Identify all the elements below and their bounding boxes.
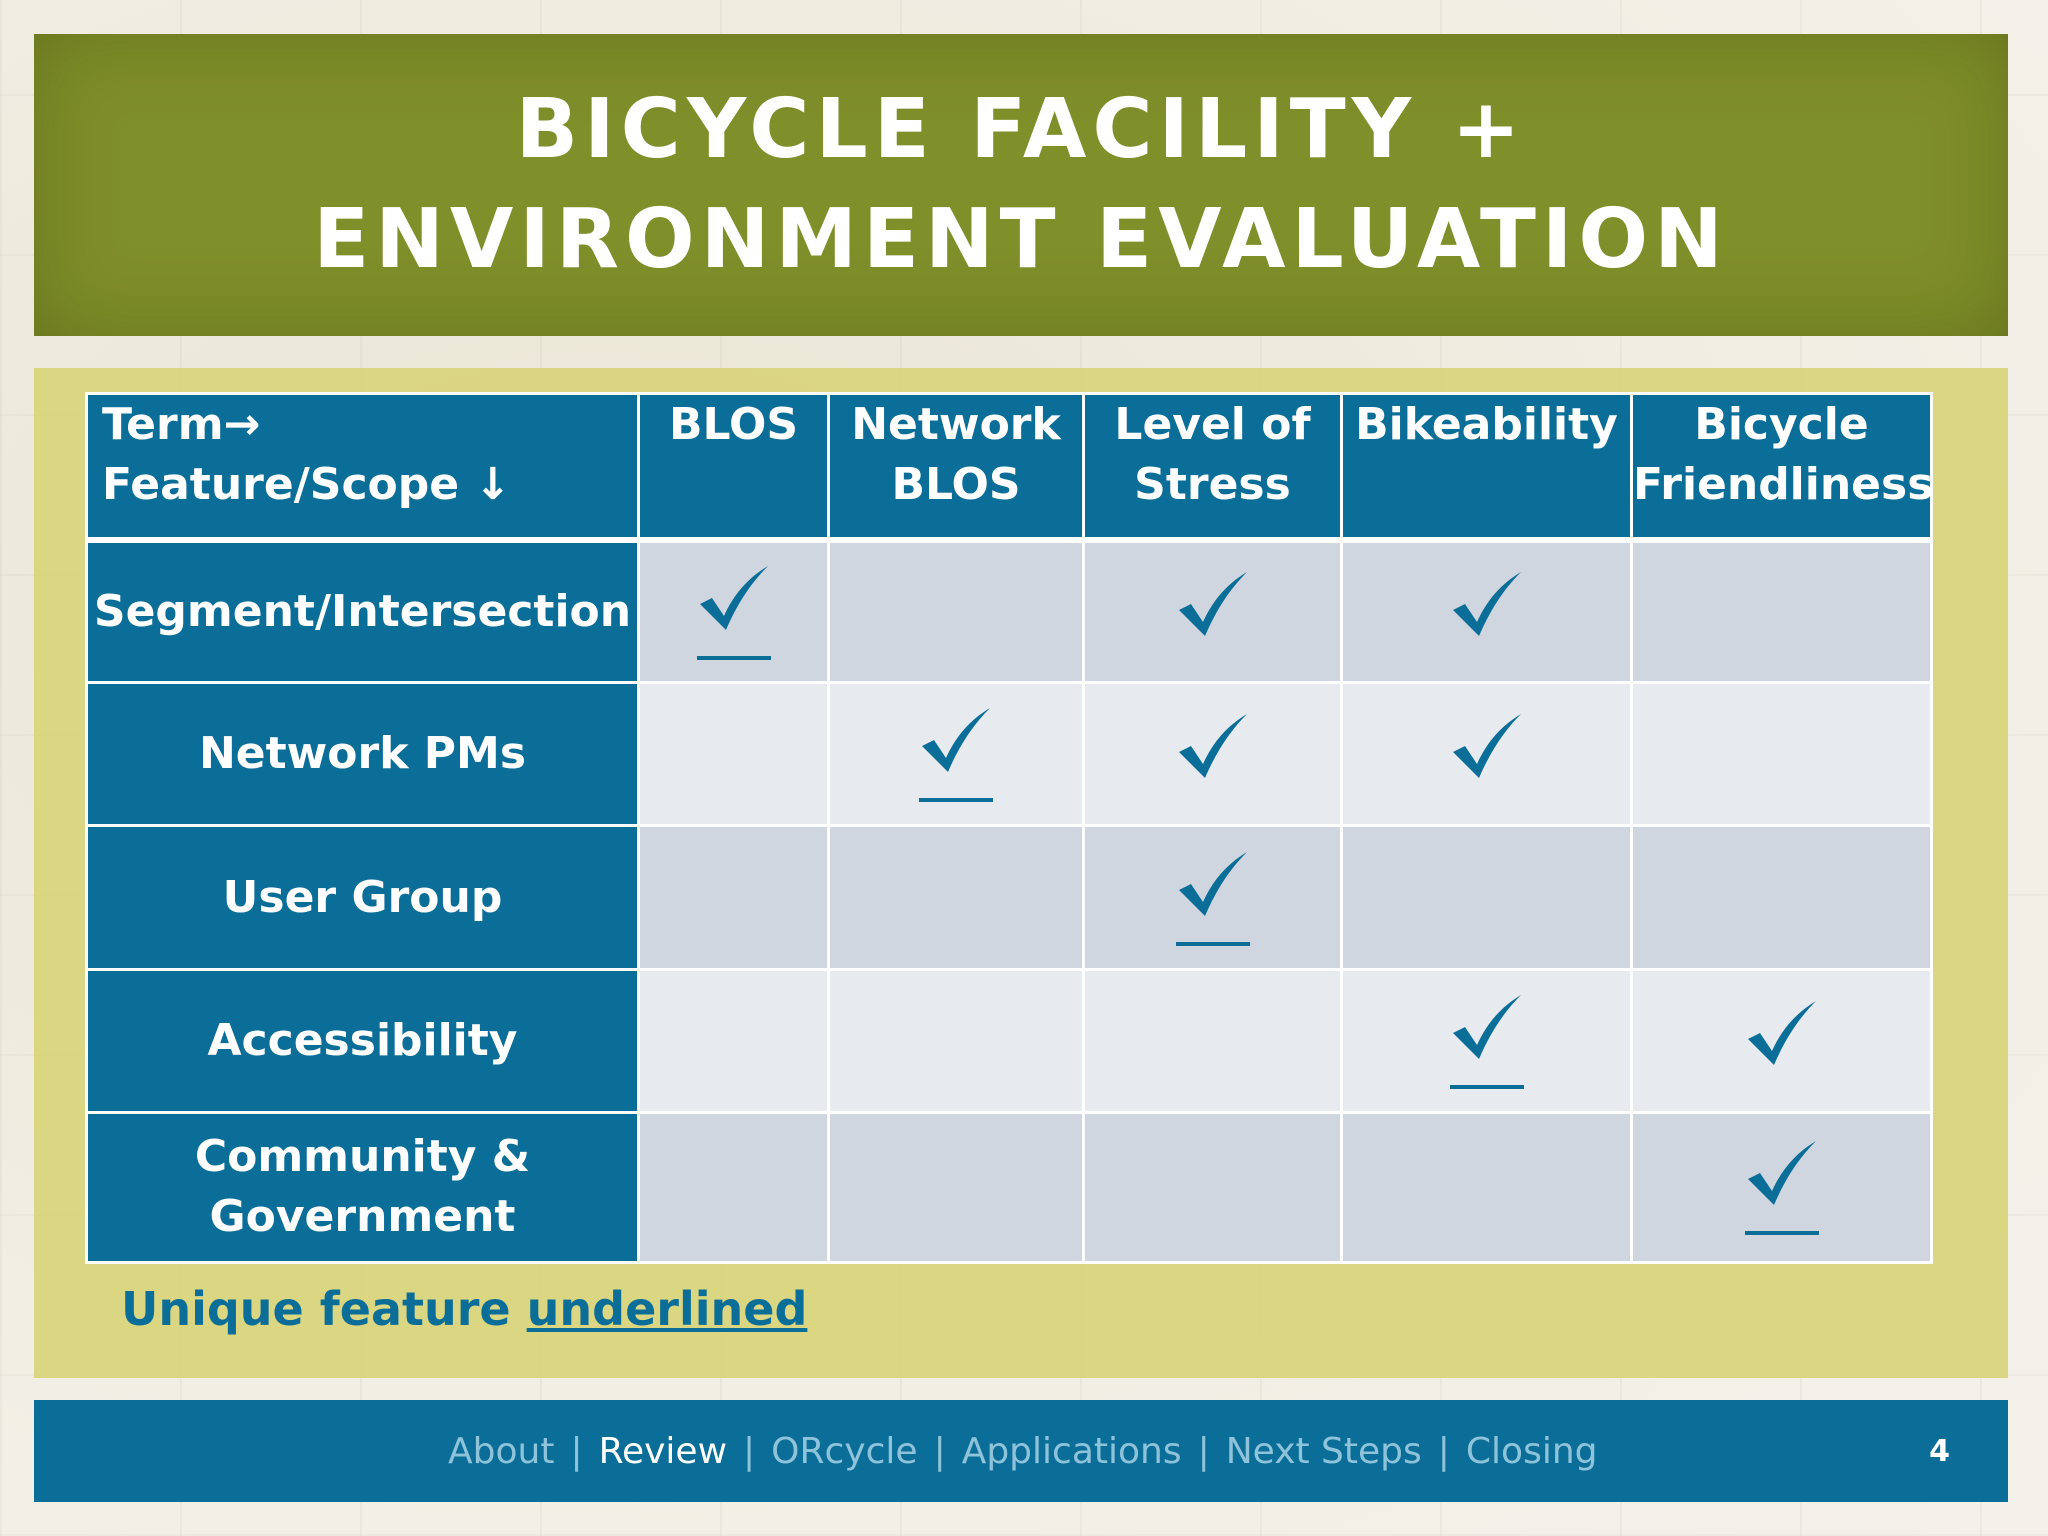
row-header-line1: Accessibility	[207, 1014, 518, 1066]
table-cell	[1630, 681, 1933, 828]
column-header-line1: Bikeability	[1355, 399, 1618, 450]
checkmark-icon	[1175, 570, 1251, 650]
table-row: Network PMs	[85, 681, 1933, 828]
nav-item[interactable]: Closing	[1465, 1430, 1598, 1472]
footer-nav-bar: About | Review | ORcycle | Applications | Next S…	[34, 1400, 2008, 1502]
table-cell	[1340, 967, 1633, 1114]
table-cell	[1630, 967, 1933, 1114]
table-cell	[637, 967, 830, 1114]
table-cell	[637, 538, 830, 685]
column-header-line2: Friendliness	[1633, 459, 1934, 510]
table-cell	[637, 681, 830, 828]
column-header-line1: Level of	[1114, 399, 1311, 450]
nav-separator: |	[743, 1430, 756, 1472]
nav-item[interactable]: About	[448, 1430, 555, 1472]
legend-note: Unique feature underlined	[121, 1282, 807, 1336]
column-header-line2: Stress	[1134, 459, 1291, 510]
title-band: BICYCLE FACILITY + ENVIRONMENT EVALUATIO…	[34, 34, 2008, 336]
checkmark-icon	[1175, 850, 1251, 930]
nav-item[interactable]: Applications	[961, 1430, 1182, 1472]
table-cell	[1340, 1110, 1633, 1265]
nav-item[interactable]: Review	[598, 1430, 728, 1472]
table-cell	[827, 824, 1085, 971]
table-cell	[1340, 538, 1633, 685]
nav-item[interactable]: Next Steps	[1225, 1430, 1422, 1472]
unique-underline	[1449, 1084, 1524, 1089]
table-cell	[827, 538, 1085, 685]
corner-header: Term→ Feature/Scope ↓	[85, 391, 640, 543]
row-header-line2: Government	[209, 1191, 516, 1243]
table-cell	[827, 967, 1085, 1114]
checkmark-icon	[1744, 1139, 1820, 1219]
corner-header-line2: Feature/Scope ↓	[102, 459, 512, 510]
comparison-table: Term→ Feature/Scope ↓ BLOS Network BLOS …	[85, 391, 1934, 1265]
row-header: Segment/Intersection	[85, 538, 640, 685]
checkmark-icon	[918, 706, 994, 786]
nav-separator: |	[933, 1430, 946, 1472]
checkmark-icon	[696, 564, 772, 644]
checkmark-icon	[1744, 999, 1820, 1079]
table-cell	[827, 1110, 1085, 1265]
nav-item[interactable]: ORcycle	[771, 1430, 918, 1472]
table-cell	[1082, 824, 1343, 971]
unique-underline	[919, 798, 993, 803]
row-header-line1: User Group	[222, 871, 503, 923]
checkmark-icon	[1175, 712, 1251, 792]
column-header: BLOS	[637, 391, 830, 543]
checkmark-icon	[1449, 570, 1525, 650]
row-header-line1: Segment/Intersection	[93, 585, 632, 637]
legend-note-text: Unique feature	[121, 1282, 527, 1336]
table-cell	[1630, 538, 1933, 685]
table-row: Accessibility	[85, 967, 1933, 1114]
legend-note-underlined: underlined	[526, 1282, 808, 1336]
nav-separator: |	[1437, 1430, 1450, 1472]
table-cell	[1340, 824, 1633, 971]
column-header: Bicycle Friendliness	[1630, 391, 1934, 543]
unique-underline	[696, 655, 771, 660]
table-cell	[1082, 967, 1343, 1114]
row-header-line1: Network PMs	[198, 728, 527, 780]
row-header: Network PMs	[85, 681, 640, 828]
table-cell	[1340, 681, 1633, 828]
row-header-line1: Community &	[194, 1131, 531, 1183]
row-header: Community & Government	[85, 1110, 640, 1265]
column-header-line2: BLOS	[891, 459, 1021, 510]
column-header: Bikeability	[1340, 391, 1633, 543]
table-cell	[1082, 1110, 1343, 1265]
column-header-line1: Bicycle	[1694, 399, 1869, 450]
table-cell	[637, 824, 830, 971]
page-number: 4	[1929, 1433, 1950, 1469]
column-header-line1: BLOS	[668, 399, 799, 450]
header-row: Term→ Feature/Scope ↓ BLOS Network BLOS …	[85, 391, 1934, 543]
table-cell	[1630, 824, 1933, 971]
table-body: Segment/Intersection Network PMs User Grou…	[85, 538, 1933, 1265]
column-header-line1: Network	[851, 399, 1061, 450]
table-row: User Group	[85, 824, 1933, 971]
table-row: Community & Government	[85, 1110, 1933, 1265]
table-cell	[637, 1110, 830, 1265]
slide-title: BICYCLE FACILITY + ENVIRONMENT EVALUATIO…	[313, 82, 1729, 287]
checkmark-icon	[1449, 993, 1525, 1073]
corner-header-line1: Term→	[102, 399, 261, 450]
nav-separator: |	[1197, 1430, 1210, 1472]
unique-underline	[1744, 1231, 1819, 1236]
unique-underline	[1175, 941, 1250, 946]
nav-separator: |	[570, 1430, 583, 1472]
column-header: Level of Stress	[1082, 391, 1343, 543]
table-row: Segment/Intersection	[85, 538, 1933, 685]
footer-nav: About | Review | ORcycle | Applications | Next S…	[448, 1400, 1598, 1502]
table-cell	[1082, 681, 1343, 828]
column-header: Network BLOS	[827, 391, 1085, 543]
table-cell	[1082, 538, 1343, 685]
checkmark-icon	[1449, 712, 1525, 792]
row-header: User Group	[85, 824, 640, 971]
table-cell	[827, 681, 1085, 828]
table-cell	[1630, 1110, 1933, 1265]
row-header: Accessibility	[85, 967, 640, 1114]
